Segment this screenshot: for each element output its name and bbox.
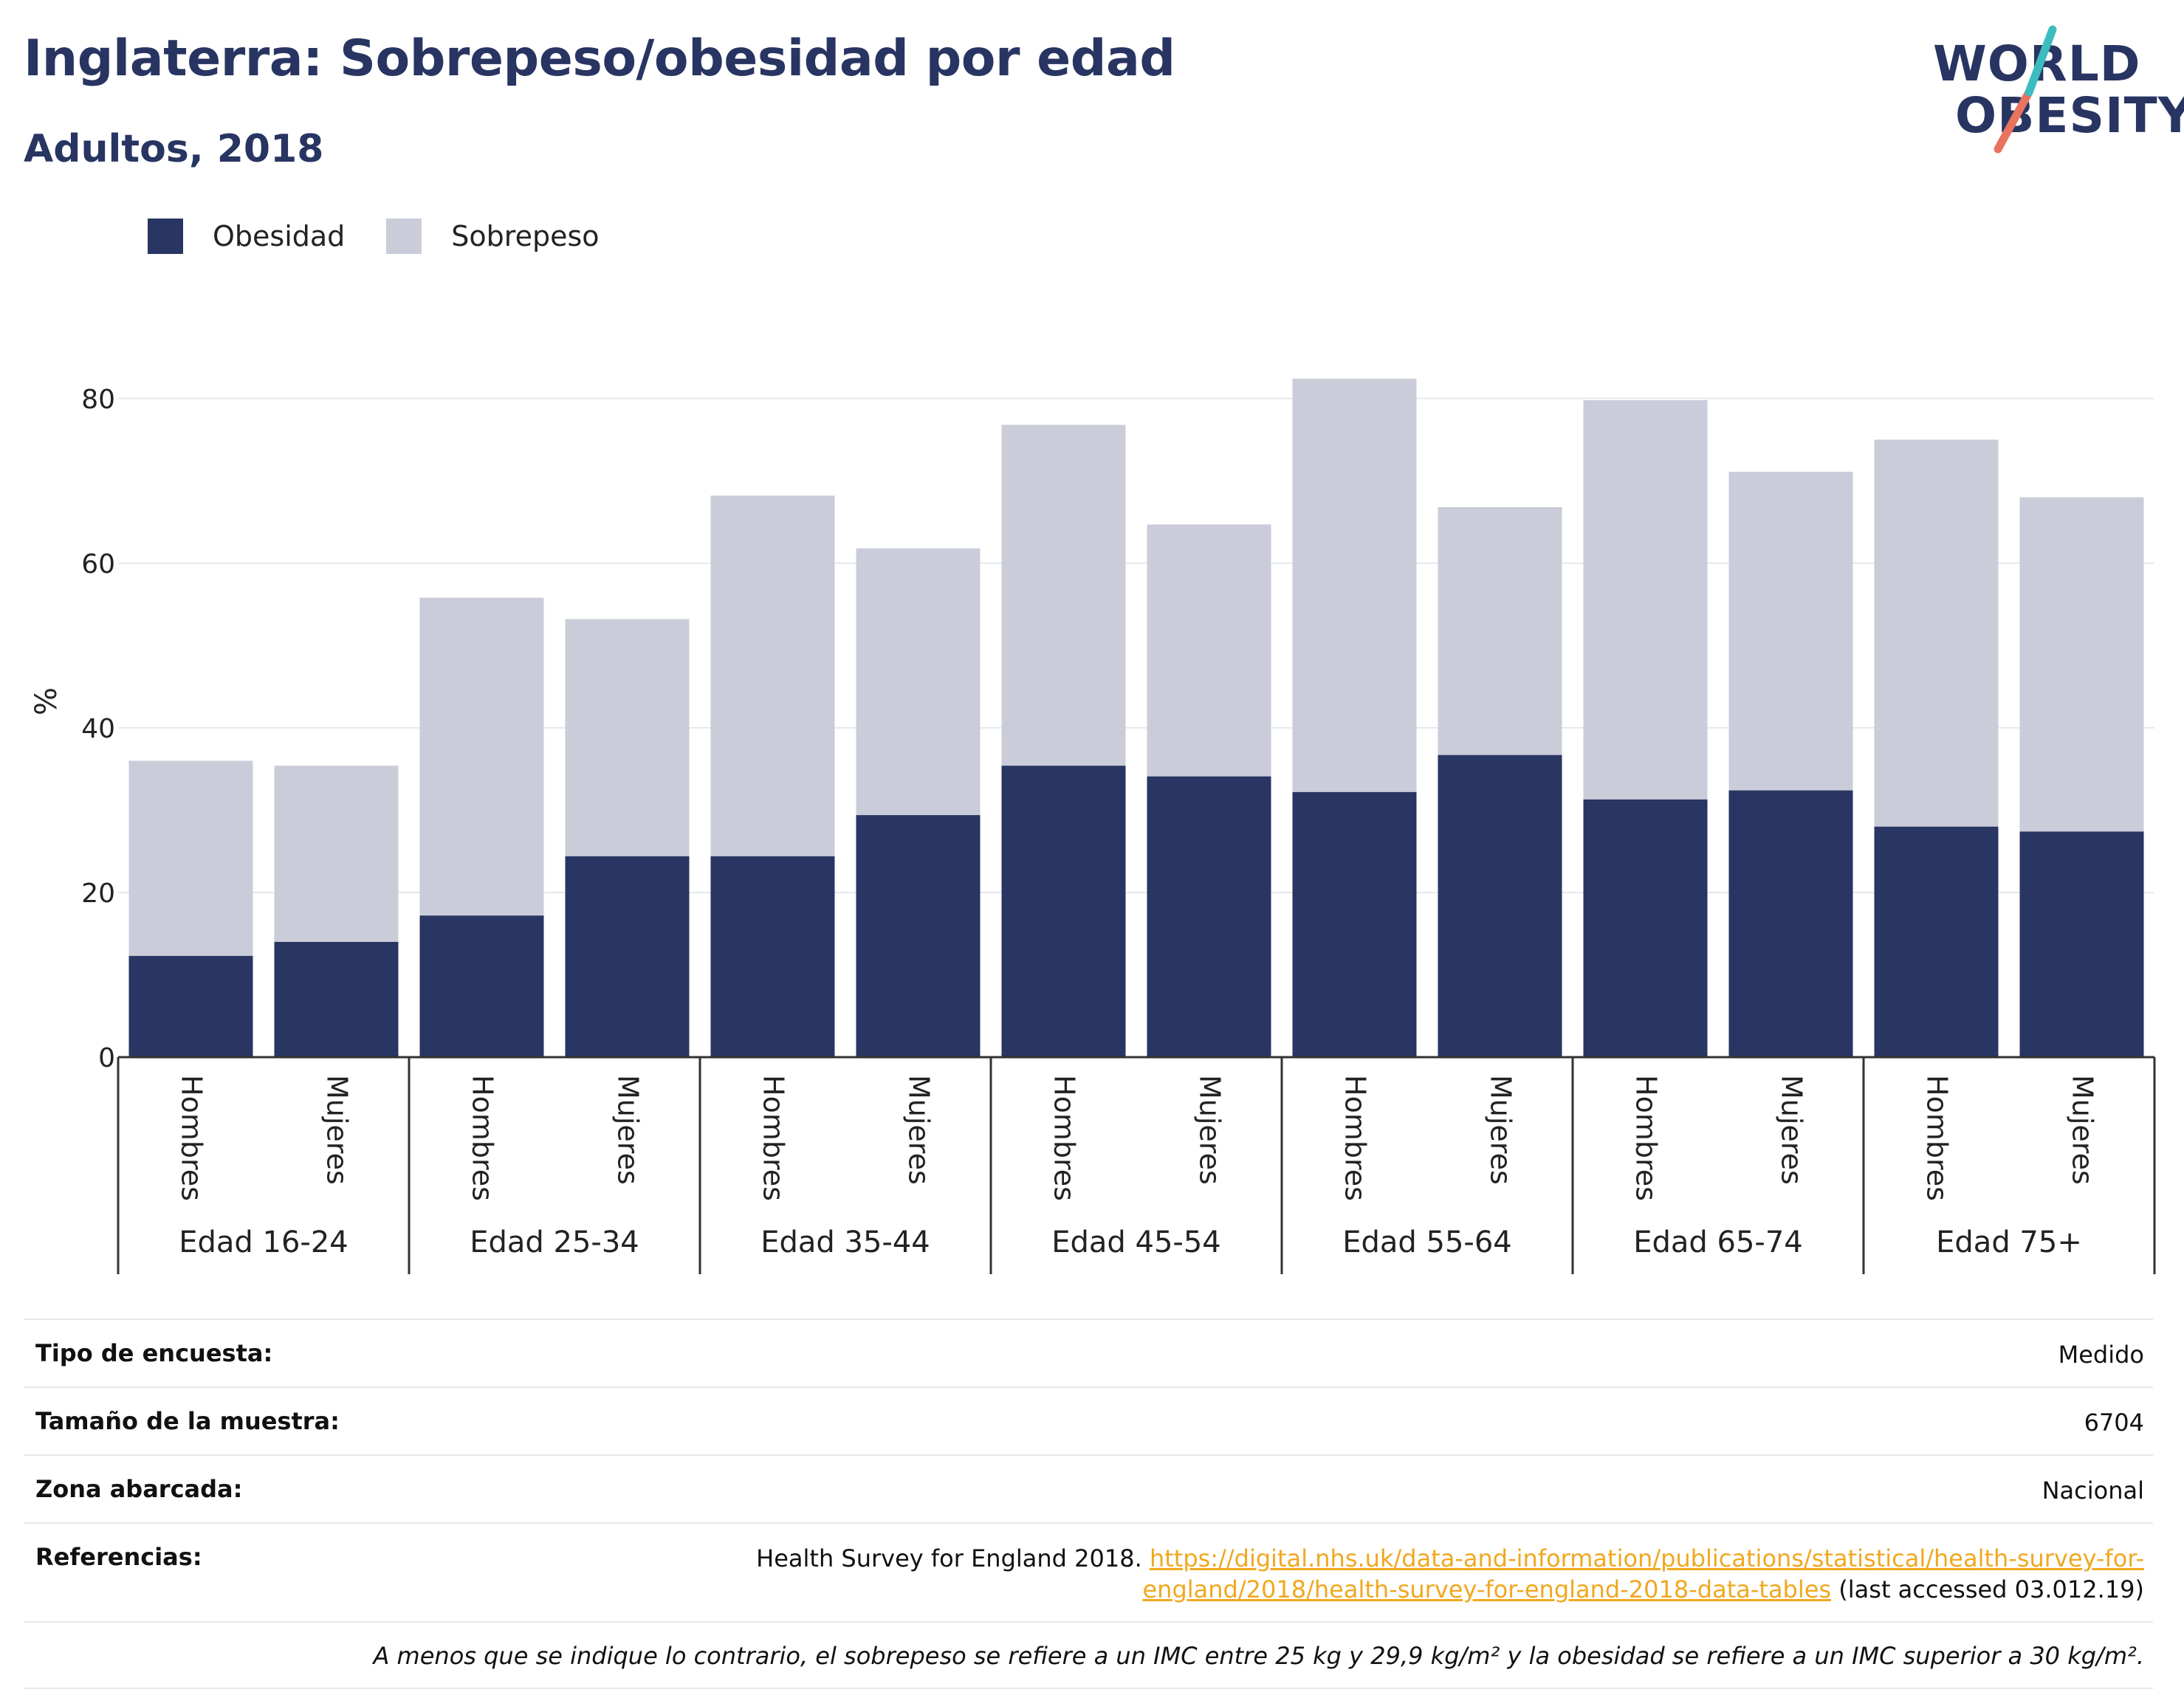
x-subcategory-label: Hombres	[1339, 1075, 1372, 1201]
logo-line-2: OBESITY	[1955, 87, 2184, 144]
meta-value: Medido	[2058, 1341, 2144, 1369]
bar-obesidad	[1583, 799, 1708, 1057]
x-group-label: Edad 65-74	[1633, 1225, 1803, 1259]
y-tick-label: 60	[81, 549, 115, 580]
bar-sobrepeso	[2019, 497, 2144, 832]
y-tick-label: 80	[81, 385, 115, 415]
bar-obesidad	[1292, 791, 1417, 1057]
legend-label-obesidad: Obesidad	[213, 220, 346, 252]
x-subcategory-label: Hombres	[467, 1075, 499, 1201]
bar-obesidad	[274, 941, 399, 1057]
x-subcategory-label: Hombres	[1630, 1075, 1663, 1201]
bar-sobrepeso	[856, 548, 981, 816]
bar-sobrepeso	[128, 760, 253, 956]
legend-swatch-sobrepeso	[386, 219, 422, 254]
bar-sobrepeso	[710, 495, 835, 856]
meta-row-tipo: Tipo de encuesta: Medido	[24, 1318, 2153, 1386]
x-group-label: Edad 35-44	[760, 1225, 930, 1259]
x-group-label: Edad 16-24	[179, 1225, 348, 1259]
metadata-table: Tipo de encuesta: Medido Tamaño de la mu…	[24, 1318, 2153, 1689]
x-subcategory-label: Mujeres	[2067, 1075, 2099, 1185]
x-group-label: Edad 75+	[1936, 1225, 2082, 1259]
x-subcategory-label: Hombres	[758, 1075, 790, 1201]
bar-obesidad	[565, 856, 690, 1057]
bar-sobrepeso	[274, 766, 399, 942]
legend-label-sobrepeso: Sobrepeso	[451, 220, 600, 252]
bar-obesidad	[1874, 826, 1999, 1057]
references-prefix: Health Survey for England 2018.	[756, 1544, 1150, 1572]
meta-key: Zona abarcada:	[35, 1475, 243, 1503]
world-obesity-logo: WORLD OBESITY	[1926, 22, 2184, 162]
x-subcategory-label: Mujeres	[1776, 1075, 1808, 1185]
meta-key: Tamaño de la muestra:	[35, 1407, 340, 1435]
y-tick-label: 20	[81, 879, 115, 909]
bar-sobrepeso	[1001, 424, 1126, 766]
stacked-bar-chart: 0 20 40 60 80% Hombres Mujeres Hombres Mujeres Ho…	[30, 378, 2156, 1274]
references-suffix: (last accessed 03.012.19)	[1831, 1575, 2144, 1603]
bar-sobrepeso	[565, 619, 690, 856]
y-tick-label: 0	[98, 1043, 115, 1073]
bar-sobrepeso	[1583, 399, 1708, 800]
y-axis-label: %	[30, 687, 63, 715]
bar-sobrepeso	[1292, 378, 1417, 792]
bar-obesidad	[1438, 754, 1562, 1057]
chart-subtitle: Adultos, 2018	[24, 127, 324, 171]
bar-sobrepeso	[1874, 439, 1999, 827]
legend-item-obesidad[interactable]: Obesidad	[148, 219, 345, 254]
x-group-label: Edad 45-54	[1051, 1225, 1221, 1259]
references-link[interactable]: https://digital.nhs.uk/data-and-informat…	[1142, 1544, 2144, 1603]
chart-title: Inglaterra: Sobrepeso/obesidad por edad	[24, 30, 1175, 88]
definition-note: A menos que se indique lo contrario, el …	[24, 1621, 2153, 1689]
bar-obesidad	[1728, 790, 1853, 1057]
meta-key: Tipo de encuesta:	[35, 1339, 273, 1367]
meta-value: Nacional	[2042, 1476, 2144, 1505]
x-subcategory-label: Hombres	[1921, 1075, 1954, 1201]
meta-row-muestra: Tamaño de la muestra: 6704	[24, 1386, 2153, 1454]
logo-slash-icon	[1994, 25, 2057, 154]
x-subcategory-label: Hombres	[176, 1075, 208, 1201]
x-subcategory-label: Mujeres	[1194, 1075, 1226, 1185]
x-subcategory-label: Hombres	[1048, 1075, 1081, 1201]
bar-obesidad	[419, 915, 544, 1057]
bar-obesidad	[710, 856, 835, 1057]
x-subcategory-label: Mujeres	[321, 1075, 354, 1185]
x-subcategory-label: Mujeres	[903, 1075, 935, 1185]
bar-sobrepeso	[1728, 472, 1853, 791]
bar-obesidad	[1147, 776, 1271, 1057]
x-subcategory-label: Mujeres	[612, 1075, 645, 1185]
bar-sobrepeso	[1438, 506, 1562, 755]
x-subcategory-label: Mujeres	[1485, 1075, 1517, 1185]
meta-row-referencias: Referencias: Health Survey for England 2…	[24, 1522, 2153, 1621]
references-value: Health Survey for England 2018. https://…	[741, 1543, 2144, 1605]
bar-obesidad	[2019, 831, 2144, 1057]
meta-row-zona: Zona abarcada: Nacional	[24, 1454, 2153, 1522]
bar-sobrepeso	[419, 597, 544, 916]
bar-obesidad	[1001, 766, 1126, 1057]
legend-swatch-obesidad	[148, 219, 183, 254]
meta-key: Referencias:	[35, 1543, 202, 1571]
bar-sobrepeso	[1147, 524, 1271, 777]
x-group-label: Edad 55-64	[1342, 1225, 1512, 1259]
x-group-label: Edad 25-34	[470, 1225, 639, 1259]
chart-legend: Obesidad Sobrepeso	[148, 219, 641, 254]
y-tick-label: 40	[81, 714, 115, 744]
bar-obesidad	[856, 815, 981, 1057]
bar-obesidad	[128, 955, 253, 1057]
meta-value: 6704	[2084, 1409, 2144, 1437]
legend-item-sobrepeso[interactable]: Sobrepeso	[386, 219, 600, 254]
